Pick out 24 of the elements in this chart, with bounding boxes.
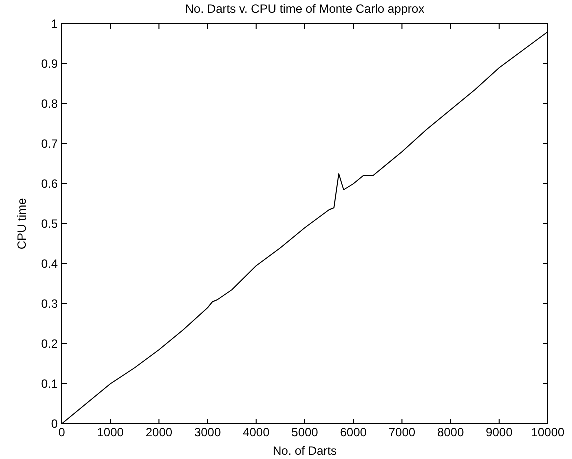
y-tick-label: 1 [51,16,58,31]
y-axis-title: CPU time [15,198,29,250]
y-tick-label: 0.9 [41,56,58,71]
y-tick-label: 0.8 [41,96,58,111]
y-tick-label: 0.7 [41,136,58,151]
chart-title: No. Darts v. CPU time of Monte Carlo approx [185,2,425,16]
x-tick-label: 7000 [388,426,416,440]
x-tick-label: 2000 [146,426,173,440]
x-tick-label: 1000 [97,426,124,440]
y-tick-label: 0 [51,416,58,431]
x-tick-label: 9000 [486,426,514,440]
x-tick-label: 10000 [531,426,566,440]
y-tick-label: 0.1 [41,376,58,391]
y-tick-label: 0.6 [41,176,58,191]
x-tick-label: 3000 [194,426,222,440]
y-tick-label: 0.2 [41,336,58,351]
x-tick-label: 6000 [340,426,368,440]
x-tick-label: 8000 [437,426,464,440]
y-tick-label: 0.3 [41,296,58,311]
y-tick-label: 0.5 [41,216,58,231]
x-tick-label: 5000 [292,426,319,440]
x-tick-label: 4000 [243,426,270,440]
x-axis-title: No. of Darts [272,444,338,458]
y-tick-label: 0.4 [41,256,58,271]
